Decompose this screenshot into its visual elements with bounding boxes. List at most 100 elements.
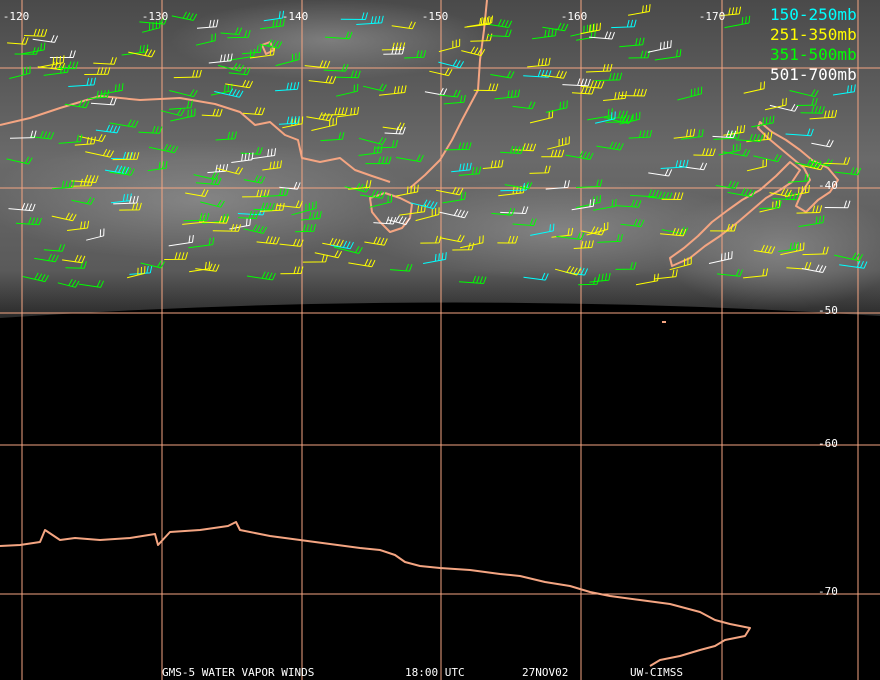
wind-barb bbox=[67, 220, 90, 231]
wind-barb bbox=[241, 44, 263, 55]
nz-south-island bbox=[669, 161, 801, 267]
wind-barb bbox=[215, 131, 237, 141]
wind-barb bbox=[554, 265, 582, 276]
wind-barb bbox=[196, 19, 219, 29]
latitude-label: -60 bbox=[818, 437, 838, 450]
wind-barb bbox=[100, 83, 124, 95]
wind-barb bbox=[373, 216, 397, 225]
wind-barb bbox=[208, 53, 233, 64]
longitude-label: -160 bbox=[561, 10, 588, 23]
wind-barb bbox=[727, 188, 756, 198]
wind-barb bbox=[796, 205, 823, 214]
wind-barb bbox=[34, 253, 59, 263]
longitude-label: -150 bbox=[422, 10, 449, 23]
wind-barb bbox=[834, 167, 862, 176]
wind-barb bbox=[753, 154, 782, 163]
wind-barb bbox=[708, 251, 733, 264]
wind-barb bbox=[743, 81, 765, 94]
wind-barb bbox=[628, 129, 653, 139]
wind-barb bbox=[541, 149, 565, 158]
wind-barb bbox=[119, 202, 142, 211]
wind-barb bbox=[391, 21, 416, 30]
wind-barb bbox=[300, 211, 322, 221]
wind-barb bbox=[615, 199, 642, 208]
wind-barb bbox=[620, 218, 645, 228]
graticule-labels: -120 -130 -140 -150 -160 -170 -40 -50 -60 -70 bbox=[3, 10, 838, 598]
wind-barb bbox=[86, 228, 105, 241]
wind-barb bbox=[93, 57, 117, 65]
wind-barb bbox=[573, 240, 594, 249]
wind-barb bbox=[461, 46, 486, 57]
wind-barb bbox=[680, 129, 704, 140]
wind-barb bbox=[32, 35, 59, 43]
wind-barb bbox=[580, 22, 601, 35]
tasmania bbox=[369, 192, 413, 233]
wind-barb bbox=[719, 6, 742, 17]
wind-barb bbox=[95, 124, 121, 134]
latitude-label: -50 bbox=[818, 304, 838, 317]
wind-barb bbox=[824, 200, 851, 209]
wind-barb bbox=[358, 137, 387, 145]
wind-barb bbox=[79, 134, 106, 142]
wind-barb bbox=[722, 148, 751, 157]
wind-barb bbox=[647, 191, 673, 200]
wind-barb bbox=[693, 148, 716, 156]
wind-barb bbox=[275, 52, 300, 67]
wind-barb bbox=[802, 246, 829, 256]
wind-barb bbox=[834, 252, 864, 262]
wind-barb bbox=[751, 115, 775, 128]
wind-barb bbox=[275, 81, 300, 92]
wind-barb bbox=[202, 213, 229, 224]
wind-barb bbox=[171, 11, 198, 21]
wind-barb bbox=[138, 125, 163, 134]
wind-barb bbox=[772, 192, 800, 201]
wind-barb bbox=[596, 141, 624, 151]
wind-barb bbox=[388, 215, 411, 226]
longitude-label: -170 bbox=[699, 10, 726, 23]
wind-barb bbox=[565, 150, 594, 160]
wind-barb bbox=[200, 199, 225, 208]
wind-barb bbox=[458, 166, 482, 176]
wind-barb bbox=[527, 57, 551, 68]
wind-barb bbox=[8, 202, 36, 212]
wind-barb bbox=[808, 158, 833, 167]
wind-barb bbox=[279, 181, 301, 190]
wind-barb bbox=[785, 128, 814, 137]
wind-barb bbox=[839, 260, 868, 269]
wind-barb bbox=[173, 69, 202, 79]
wind-barb bbox=[451, 162, 472, 173]
wind-barb bbox=[262, 160, 282, 171]
wind-barb bbox=[562, 78, 591, 87]
wind-barb bbox=[580, 80, 605, 89]
wind-barb bbox=[253, 202, 275, 211]
wind-barb bbox=[228, 67, 251, 76]
wind-barb bbox=[615, 261, 637, 270]
wind-barb bbox=[648, 168, 673, 177]
wind-barb bbox=[715, 180, 739, 189]
wind-barb bbox=[348, 258, 376, 268]
wind-barb bbox=[717, 269, 743, 277]
wind-barb bbox=[360, 189, 386, 199]
wind-barb bbox=[759, 199, 781, 213]
wind-barb bbox=[169, 100, 193, 110]
wind-barb bbox=[565, 267, 589, 276]
wind-barb bbox=[291, 201, 317, 216]
wind-barb bbox=[358, 145, 383, 156]
wind-barb bbox=[348, 180, 372, 190]
wind-barb bbox=[314, 250, 343, 259]
wind-barb bbox=[14, 47, 40, 55]
wind-barb bbox=[306, 112, 334, 122]
wind-barb bbox=[789, 89, 819, 98]
wind-barb bbox=[128, 48, 156, 58]
wind-barb bbox=[491, 207, 516, 216]
wind-barb bbox=[512, 101, 536, 110]
wind-barb bbox=[113, 195, 139, 205]
wind-barb bbox=[340, 12, 368, 20]
wind-barb bbox=[225, 79, 254, 89]
wind-barb bbox=[280, 266, 304, 275]
wind-barb bbox=[217, 62, 245, 72]
wind-barb bbox=[263, 10, 285, 22]
wind-barb bbox=[193, 172, 220, 180]
wind-barb bbox=[188, 237, 215, 249]
wind-barb bbox=[440, 234, 465, 243]
